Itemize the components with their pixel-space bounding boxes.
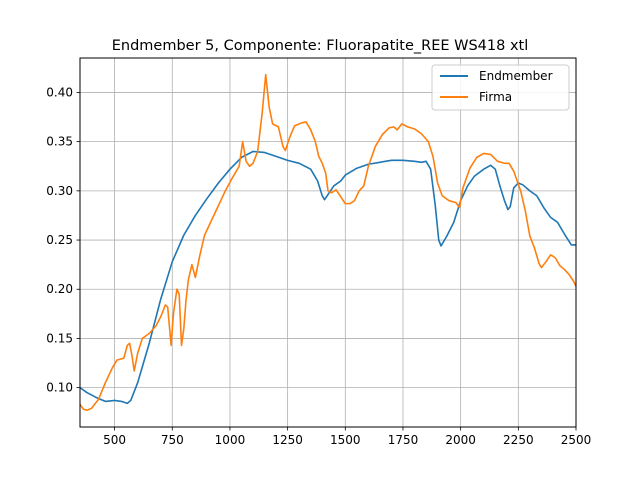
y-tick-label: 0.35 <box>46 135 73 149</box>
x-tick-label: 2000 <box>445 433 476 447</box>
legend-label-firma: Firma <box>479 90 512 104</box>
legend: Endmember Firma <box>431 64 570 111</box>
x-tick-label: 2500 <box>561 433 592 447</box>
x-tick-label: 2250 <box>503 433 534 447</box>
series-line-endmember <box>80 150 576 405</box>
chart-title: Endmember 5, Componente: Fluorapatite_RE… <box>112 38 529 54</box>
x-tick-label: 500 <box>103 433 126 447</box>
y-tick-label: 0.20 <box>46 282 73 296</box>
plot-area <box>80 73 576 412</box>
x-tick-label: 1750 <box>388 433 419 447</box>
x-tick-label: 1250 <box>272 433 303 447</box>
y-tick-label: 0.40 <box>46 85 73 99</box>
x-tick-label: 750 <box>161 433 184 447</box>
x-tick-label: 1500 <box>330 433 361 447</box>
x-tick-label: 1000 <box>215 433 246 447</box>
y-tick-label: 0.10 <box>46 381 73 395</box>
axes-frame <box>79 57 577 428</box>
series-line-firma <box>80 73 576 412</box>
y-tick-label: 0.15 <box>46 331 73 345</box>
y-tick-label: 0.30 <box>46 184 73 198</box>
y-tick-label: 0.25 <box>46 233 73 247</box>
axis-ticks: 500 750 1000 1250 1500 1750 2000 2250 2500 0.10 0.… <box>46 85 591 447</box>
legend-label-endmember: Endmember <box>479 69 553 83</box>
